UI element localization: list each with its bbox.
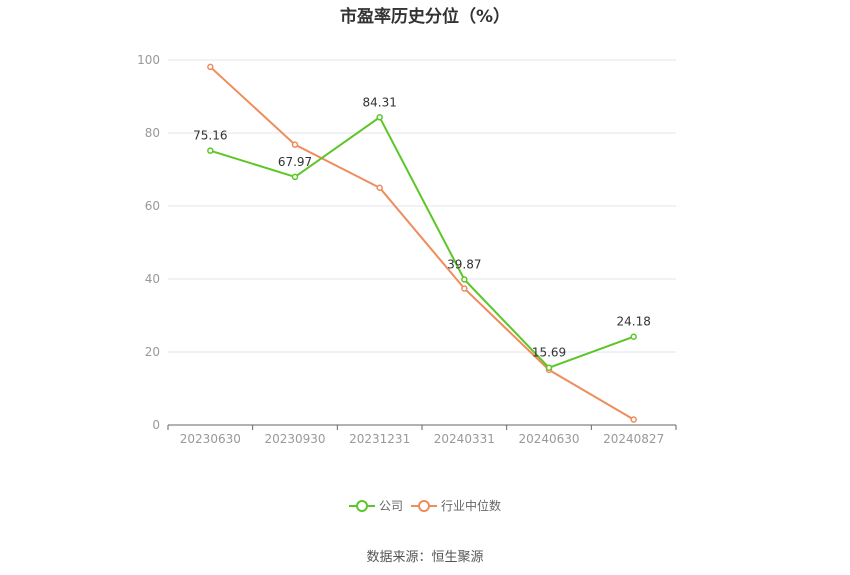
x-axis: 20230630 20230930 20231231 20240331 20240630…	[167, 424, 677, 446]
data-point	[207, 147, 214, 154]
data-point	[630, 333, 637, 340]
y-tick-label: 0	[152, 418, 160, 432]
data-point	[545, 364, 553, 371]
data-label: 75.16	[193, 129, 227, 143]
x-tick-label: 20240630	[518, 432, 579, 446]
x-tick-label: 20231231	[349, 432, 410, 446]
y-tick-label: 20	[145, 345, 160, 359]
data-point	[376, 114, 383, 121]
data-point	[461, 276, 468, 283]
chart-title: 市盈率历史分位（%）	[339, 7, 511, 27]
legend-label: 公司	[378, 499, 403, 513]
series-layer: 75.16 67.97 84.31 39.87 15.69 24.18	[193, 63, 651, 423]
data-point	[461, 285, 468, 292]
y-tick-label: 100	[137, 53, 160, 67]
series-1	[207, 63, 637, 423]
legend-marker-icon	[411, 499, 437, 512]
gridlines	[168, 59, 676, 353]
legend: 公司 行业中位数	[0, 497, 850, 516]
data-label: 24.18	[616, 315, 650, 329]
legend-item-1[interactable]: 行业中位数	[411, 497, 501, 514]
y-tick-label: 60	[145, 199, 160, 213]
data-point	[630, 416, 637, 423]
x-tick-label: 20230630	[180, 432, 241, 446]
x-tick-label: 20240331	[434, 432, 495, 446]
y-axis: 0 20 40 60 80 100	[137, 53, 160, 432]
y-tick-label: 40	[145, 272, 160, 286]
x-tick-label: 20240827	[603, 432, 664, 446]
source-note: 数据来源：恒生聚源	[366, 550, 484, 565]
data-point	[376, 184, 383, 191]
series-line	[209, 66, 635, 421]
data-label: 84.31	[362, 95, 396, 109]
y-tick-label: 80	[145, 126, 160, 140]
data-point	[207, 63, 214, 71]
legend-label: 行业中位数	[441, 499, 502, 513]
data-label: 67.97	[278, 155, 312, 169]
series-0: 75.16 67.97 84.31 39.87 15.69 24.18	[193, 95, 651, 371]
data-label: 39.87	[447, 257, 481, 271]
legend-item-0[interactable]: 公司	[348, 497, 403, 514]
data-label: 15.69	[532, 346, 566, 360]
data-point	[291, 141, 299, 148]
legend-marker-icon	[348, 499, 375, 512]
data-point	[291, 173, 299, 181]
x-tick-label: 20230930	[264, 432, 325, 446]
series-line	[210, 115, 635, 369]
